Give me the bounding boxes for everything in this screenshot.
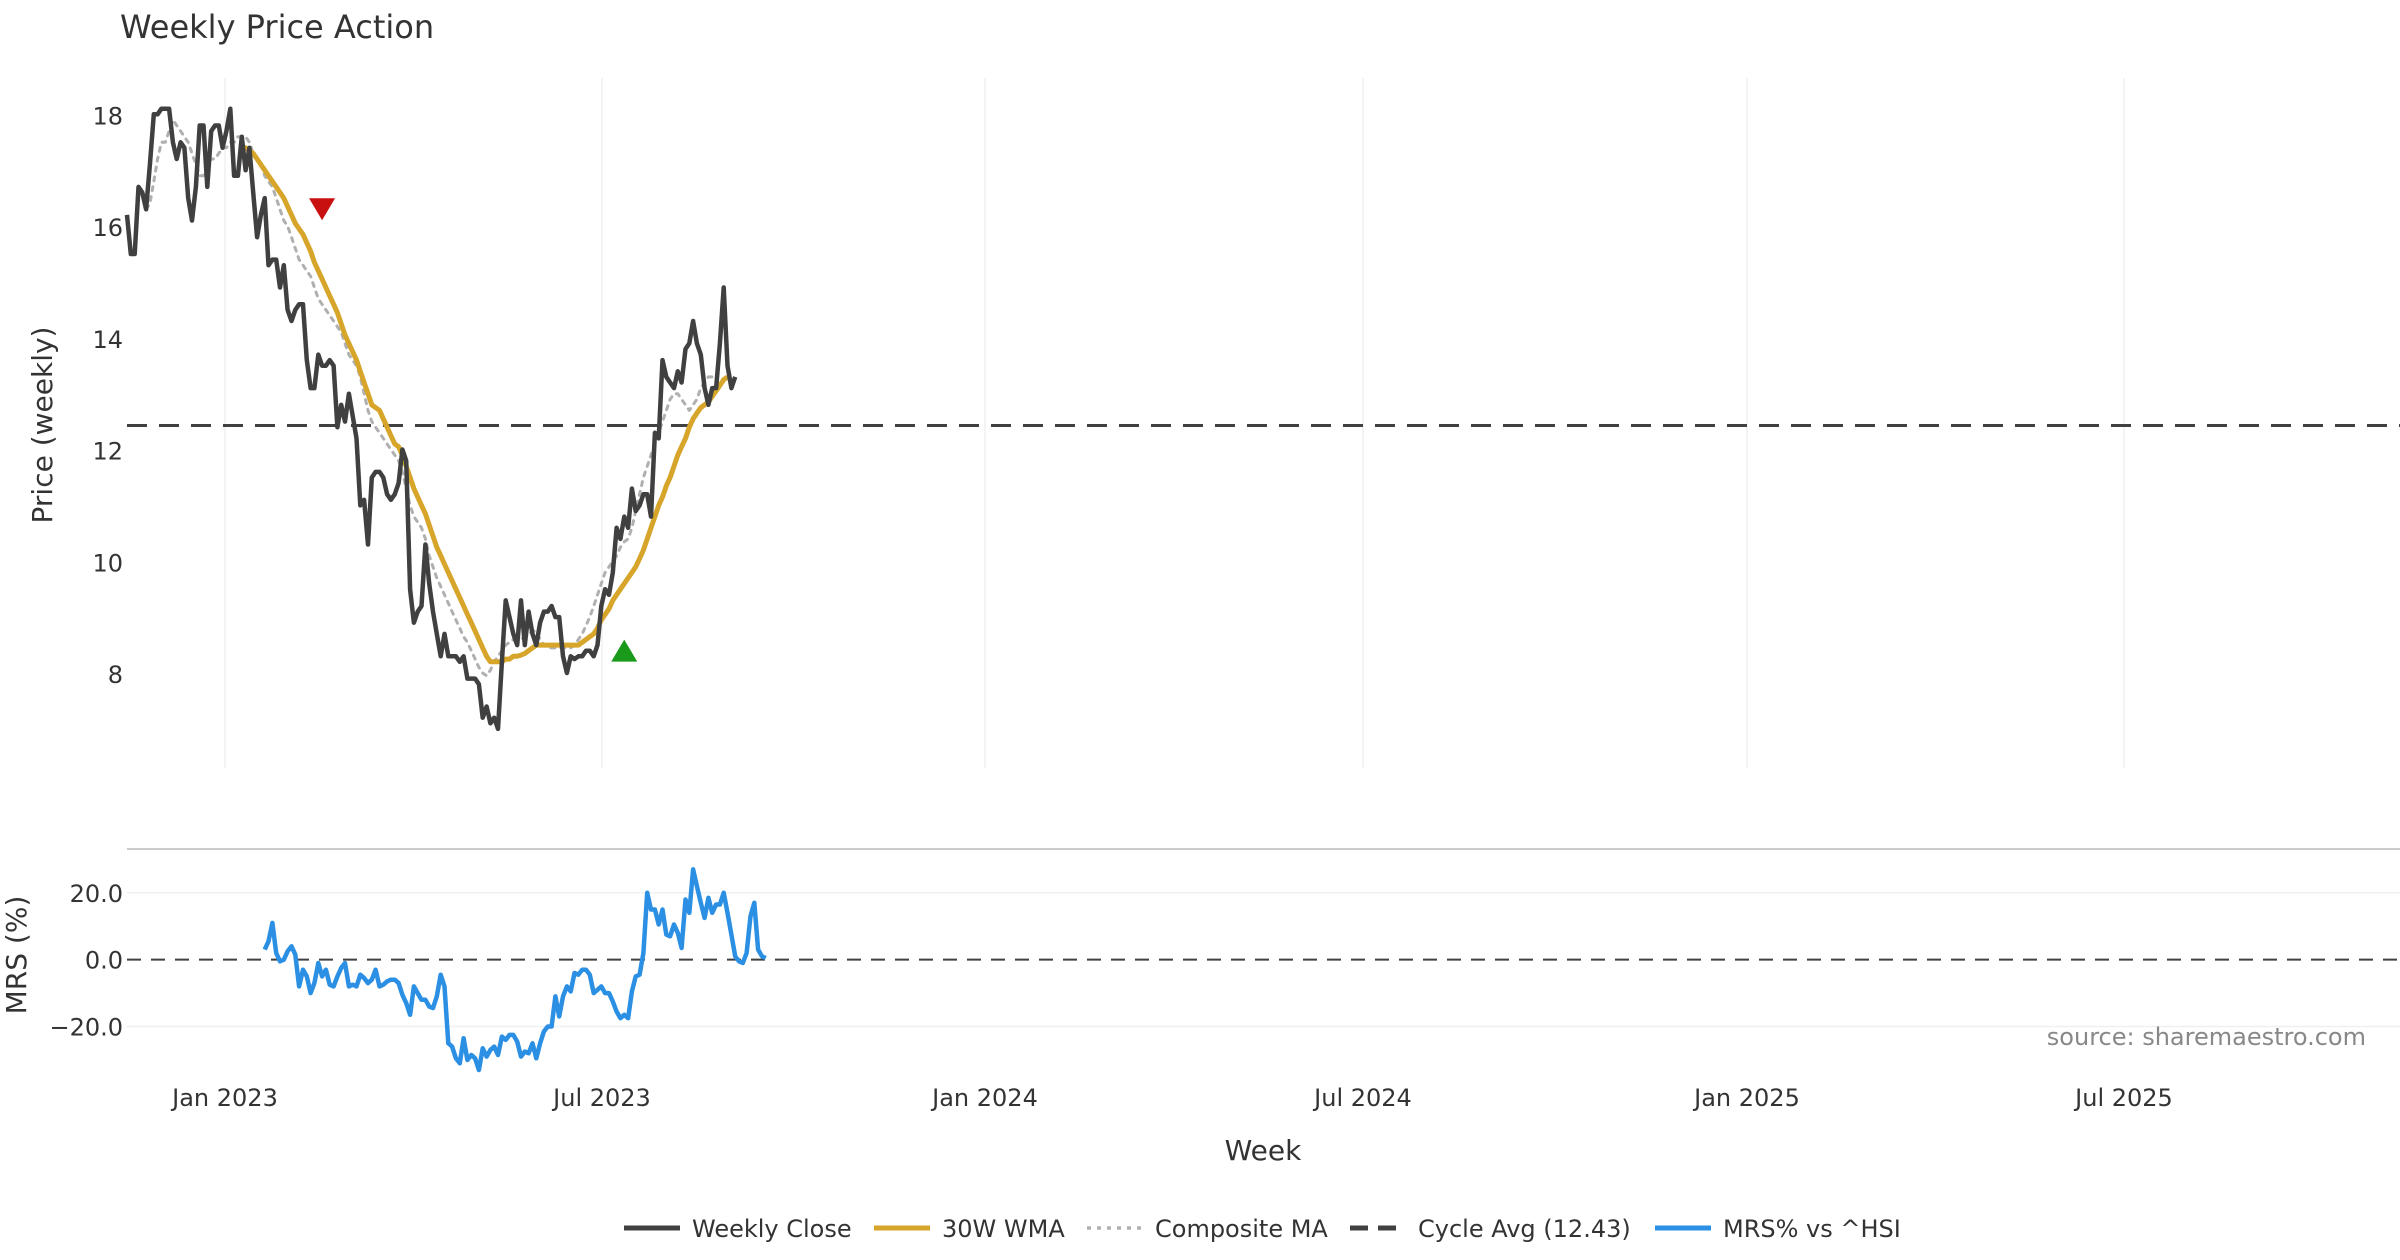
x-tick-label: Jul 2025 — [2073, 1084, 2173, 1112]
legend-entry: Weekly Close — [624, 1215, 852, 1243]
buy-signal-marker — [611, 639, 638, 662]
x-axis-label: Week — [1225, 1134, 1302, 1167]
mrs-y-axis-label: MRS (%) — [0, 896, 33, 1015]
price-y-tick-label: 18 — [92, 102, 123, 130]
price-y-ticks: 8 10 12 14 16 18 — [92, 102, 123, 689]
price-grid — [224, 78, 2125, 768]
price-y-tick-label: 16 — [92, 214, 123, 242]
price-y-tick-label: 12 — [92, 438, 123, 466]
price-y-tick-label: 8 — [108, 661, 123, 689]
price-panel: 8 10 12 14 16 18 Price (weekly) — [26, 78, 2400, 768]
legend-label: Weekly Close — [692, 1215, 852, 1243]
series-weekly-close — [124, 106, 738, 732]
legend-entry: 30W WMA — [874, 1215, 1065, 1243]
signal-markers — [309, 198, 638, 662]
price-series — [124, 106, 738, 732]
mrs-y-tick-label: 20.0 — [70, 880, 123, 908]
legend-label: 30W WMA — [942, 1215, 1065, 1243]
legend-label: Composite MA — [1155, 1215, 1328, 1243]
x-tick-label: Jan 2023 — [170, 1084, 278, 1112]
legend-label: Cycle Avg (12.43) — [1418, 1215, 1631, 1243]
x-tick-label: Jul 2023 — [551, 1084, 651, 1112]
source-note: source: sharemaestro.com — [2047, 1023, 2366, 1051]
sell-signal-marker — [309, 198, 336, 221]
price-y-tick-label: 10 — [92, 549, 123, 577]
legend-entry: Composite MA — [1087, 1215, 1328, 1243]
x-axis-ticks: Jan 2023 Jul 2023 Jan 2024 Jul 2024 Jan 2025… — [170, 1084, 2173, 1112]
legend: Weekly Close 30W WMA Composite MA Cycle Avg… — [624, 1215, 1901, 1243]
x-tick-label: Jan 2024 — [930, 1084, 1038, 1112]
mrs-grid — [127, 892, 2400, 1028]
x-tick-label: Jul 2024 — [1312, 1084, 1412, 1112]
x-tick-label: Jan 2025 — [1692, 1084, 1800, 1112]
series-mrs-vs-hsi — [262, 867, 767, 1073]
price-y-tick-label: 14 — [92, 326, 123, 354]
mrs-panel: 20.0 0.0 −20.0 MRS (%) source: sharemaestr… — [0, 867, 2400, 1073]
mrs-y-tick-label: 0.0 — [85, 947, 123, 975]
mrs-y-tick-label: −20.0 — [49, 1014, 123, 1042]
series-30w-wma — [241, 145, 729, 665]
legend-label: MRS% vs ^HSI — [1723, 1215, 1901, 1243]
legend-entry: Cycle Avg (12.43) — [1350, 1215, 1631, 1243]
chart-title: Weekly Price Action — [120, 8, 434, 46]
mrs-series — [262, 867, 767, 1073]
mrs-y-ticks: 20.0 0.0 −20.0 — [49, 880, 123, 1042]
price-y-axis-label: Price (weekly) — [26, 327, 59, 524]
legend-entry: MRS% vs ^HSI — [1655, 1215, 1901, 1243]
